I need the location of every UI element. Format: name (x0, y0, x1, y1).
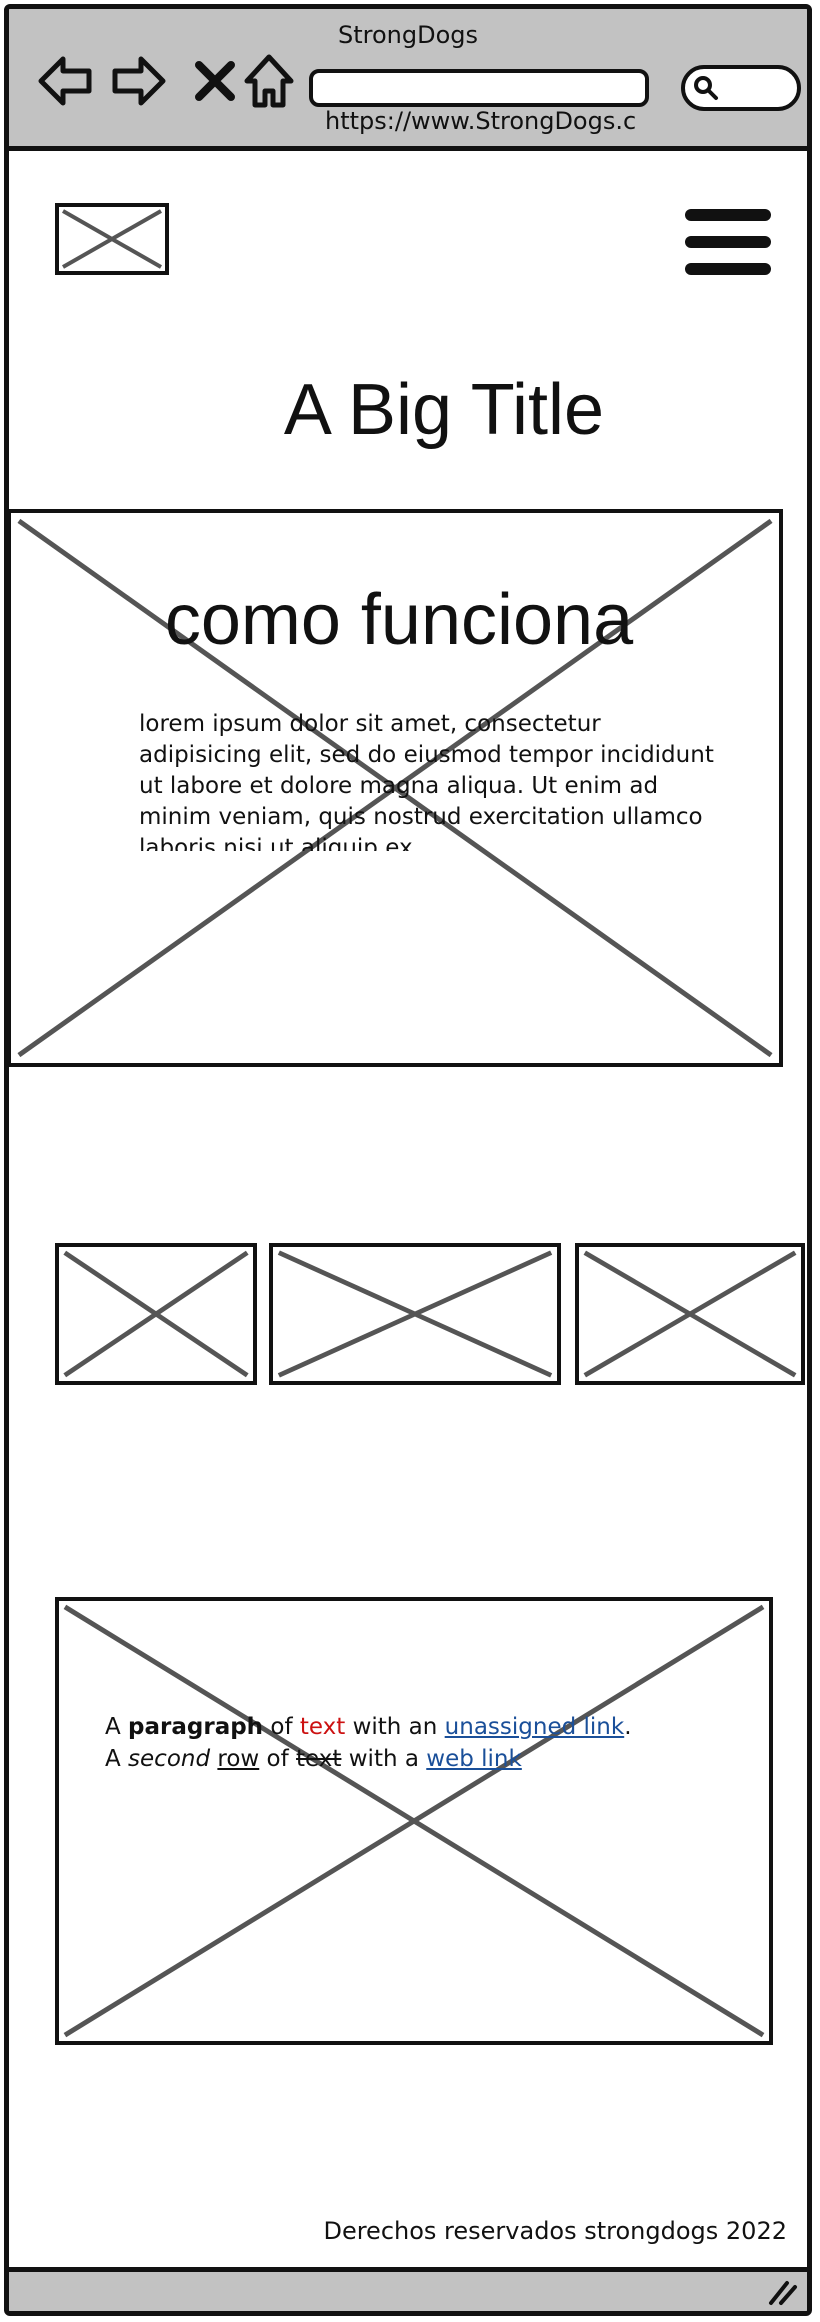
image-placeholder-icon (277, 1250, 553, 1378)
search-icon (694, 76, 718, 100)
paragraph-line-1: A paragraph of text with an unassigned l… (105, 1711, 632, 1743)
thumbnail-placeholder-2[interactable] (269, 1243, 561, 1385)
image-placeholder-icon (62, 209, 162, 269)
image-placeholder-icon (17, 518, 773, 1058)
status-bar (9, 2267, 807, 2311)
forward-arrow-icon[interactable] (109, 51, 169, 111)
browser-window: StrongDogs https://www.StrongDogs.c A Bi… (4, 4, 812, 2316)
home-icon[interactable] (239, 51, 299, 111)
resize-grip-icon[interactable] (765, 2275, 799, 2307)
image-placeholder-icon (583, 1250, 797, 1378)
text-span: of (259, 1746, 297, 1772)
text-span: of (263, 1714, 300, 1740)
content-image-placeholder (55, 1597, 773, 2045)
image-placeholder-icon (63, 1604, 765, 2038)
hero-image-placeholder (9, 509, 783, 1067)
rich-text-paragraph: A paragraph of text with an unassigned l… (105, 1711, 632, 1775)
text-span: with a (341, 1746, 427, 1772)
browser-search-box[interactable] (681, 65, 801, 111)
text-span: A (105, 1746, 129, 1772)
strikethrough-text: text (296, 1746, 342, 1772)
underlined-text: row (217, 1746, 260, 1772)
back-arrow-icon[interactable] (35, 51, 95, 111)
paragraph-line-2: A second row of text with a web link (105, 1743, 632, 1775)
text-span: . (624, 1714, 632, 1740)
italic-text: second (128, 1746, 211, 1772)
thumbnail-placeholder-3[interactable] (575, 1243, 805, 1385)
text-span: with an (345, 1714, 445, 1740)
footer-text: Derechos reservados strongdogs 2022 (323, 2217, 787, 2245)
hamburger-menu-icon[interactable] (685, 205, 771, 279)
address-bar[interactable] (309, 69, 649, 107)
image-placeholder-icon (63, 1250, 249, 1378)
bold-text: paragraph (128, 1714, 264, 1740)
unassigned-link[interactable]: unassigned link (444, 1714, 625, 1740)
red-text: text (299, 1714, 346, 1740)
browser-toolbar: StrongDogs https://www.StrongDogs.c (9, 9, 807, 151)
url-text: https://www.StrongDogs.c (325, 107, 637, 135)
web-link[interactable]: web link (426, 1746, 522, 1772)
window-title: StrongDogs (337, 21, 478, 49)
thumbnail-placeholder-1[interactable] (55, 1243, 257, 1385)
page-title: A Big Title (283, 370, 605, 450)
hero-heading: como funciona (164, 580, 634, 660)
hero-body-text: lorem ipsum dolor sit amet, consectetur … (139, 711, 714, 851)
close-icon[interactable] (185, 51, 245, 111)
logo-placeholder[interactable] (55, 203, 169, 275)
text-span: A (105, 1714, 129, 1740)
